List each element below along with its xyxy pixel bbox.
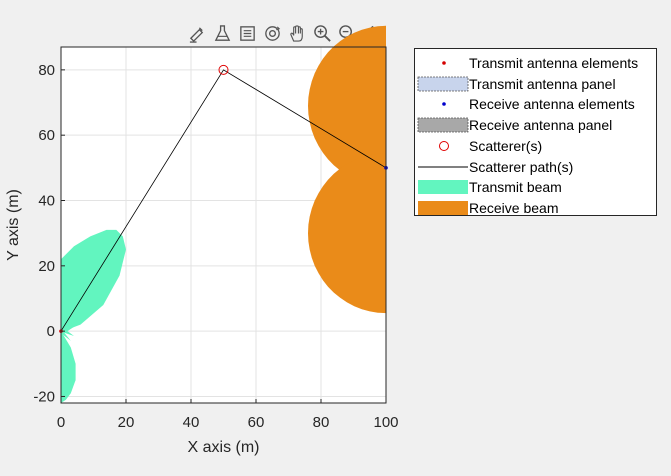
x-tick-label: 60: [248, 414, 265, 431]
legend-label: Receive antenna panel: [469, 117, 613, 134]
legend-label: Receive antenna elements: [469, 96, 635, 113]
y-tick-label: 60: [38, 127, 55, 144]
scatterer-marker: [218, 64, 229, 75]
y-tick-label: 80: [38, 62, 55, 79]
y-tick-label: 0: [47, 323, 55, 340]
transmit-beam-main-lobe: [61, 229, 126, 332]
legend-symbol-patch: [415, 198, 469, 218]
y-tick-label: 40: [38, 193, 55, 210]
legend-symbol-dot: [415, 53, 469, 73]
axes-box: [60, 46, 387, 404]
x-tick-label: 40: [183, 414, 200, 431]
legend-label: Receive beam: [469, 199, 559, 216]
legend-item[interactable]: Receive antenna elements: [415, 94, 656, 114]
legend-symbol-circle: [415, 136, 469, 156]
legend-item[interactable]: Transmit beam: [415, 177, 656, 197]
zoom-in-icon[interactable]: [311, 22, 334, 45]
receive-beam-lower-lobe: [308, 153, 386, 314]
beams-layer: [61, 25, 386, 403]
y-tick-label: 20: [38, 258, 55, 275]
legend-toggle-icon[interactable]: [236, 22, 259, 45]
legend-label: Scatterer path(s): [469, 158, 574, 175]
legend-symbol-line: [415, 157, 469, 177]
pan-hand-icon[interactable]: [286, 22, 309, 45]
x-tick-label: 100: [373, 414, 398, 431]
legend-label: Scatterer(s): [469, 137, 543, 154]
legend: Transmit antenna elements Transmit antenn…: [414, 48, 657, 216]
legend-item[interactable]: Transmit antenna elements: [415, 53, 656, 73]
legend-symbol-panel: [415, 74, 469, 94]
x-tick-label: 0: [57, 414, 65, 431]
x-tick-label: 20: [118, 414, 135, 431]
legend-item[interactable]: Scatterer(s): [415, 136, 656, 156]
legend-label: Transmit antenna elements: [469, 55, 639, 71]
rotate-3d-icon[interactable]: [261, 22, 284, 45]
data-tips-icon[interactable]: [211, 22, 234, 45]
legend-label: Transmit beam: [469, 179, 562, 196]
legend-item[interactable]: Scatterer path(s): [415, 157, 656, 177]
legend-label: Transmit antenna panel: [469, 75, 616, 92]
receive-beam-upper-lobe: [308, 25, 386, 186]
transmit-beam-back-lobe: [61, 331, 76, 403]
x-tick-label: 80: [313, 414, 330, 431]
y-axis-label: Y axis (m): [5, 189, 22, 261]
brush-annotate-icon[interactable]: [186, 22, 209, 45]
transmit-beam-side-lobes: [61, 316, 84, 341]
legend-symbol-panel: [415, 115, 469, 135]
legend-symbol-patch: [415, 177, 469, 197]
x-axis-label: X axis (m): [188, 439, 260, 456]
legend-item[interactable]: Transmit antenna panel: [415, 74, 656, 94]
legend-item[interactable]: Receive antenna panel: [415, 115, 656, 135]
y-tick-label: -20: [33, 388, 55, 405]
legend-symbol-dot: [415, 94, 469, 114]
scatterer-path-line: [60, 69, 387, 332]
legend-item[interactable]: Receive beam: [415, 198, 656, 218]
